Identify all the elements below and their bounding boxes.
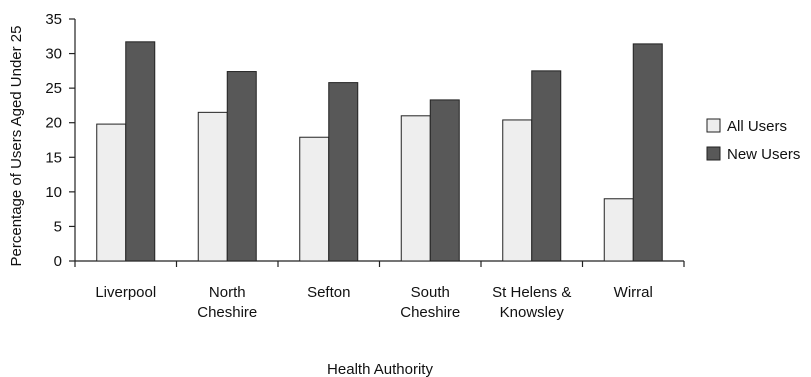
bar-new-users — [328, 82, 359, 262]
x-tick-labels: Liverpool North Cheshire Sefton South Cheshir… — [95, 284, 653, 321]
bar-all-users — [400, 115, 431, 262]
legend-swatch — [706, 118, 721, 133]
y-tick-label: 30 — [45, 46, 62, 63]
x-axis-title: Health Authority — [327, 361, 433, 377]
bar-all-users — [197, 111, 228, 262]
bar-new-users — [429, 99, 460, 262]
x-tick-label: Knowsley — [500, 304, 565, 321]
bar-all-users — [502, 119, 533, 262]
y-axis-title: Percentage of Users Aged Under 25 — [8, 26, 25, 267]
bar-new-users — [226, 71, 257, 262]
y-tick-label: 10 — [45, 184, 62, 201]
y-tick-label: 35 — [45, 11, 62, 28]
x-tick-label: St Helens & — [492, 284, 571, 301]
x-tick-label: Liverpool — [95, 284, 156, 301]
x-tick-label: Cheshire — [197, 304, 257, 321]
bar-all-users — [299, 136, 330, 262]
x-tick-label: Sefton — [307, 284, 350, 301]
y-tick-label: 5 — [54, 218, 62, 235]
legend-swatch — [706, 146, 721, 161]
legend-label: New Users — [727, 146, 800, 163]
bar-all-users — [603, 198, 634, 262]
legend-label: All Users — [727, 118, 787, 135]
bars — [96, 41, 663, 262]
y-tick-labels: 0 5 10 15 20 25 30 35 — [45, 11, 62, 270]
bar-new-users — [531, 70, 562, 262]
x-tick-label: Cheshire — [400, 304, 460, 321]
bar-all-users — [96, 123, 127, 262]
bar-new-users — [632, 43, 663, 262]
x-tick-label: South — [411, 284, 450, 301]
x-tick-label: Wirral — [614, 284, 653, 301]
x-tick-label: North — [209, 284, 246, 301]
legend: All Users New Users — [706, 118, 800, 163]
y-tick-label: 15 — [45, 149, 62, 166]
y-tick-label: 0 — [54, 253, 62, 270]
bar-new-users — [125, 41, 156, 262]
y-tick-label: 20 — [45, 115, 62, 132]
y-tick-label: 25 — [45, 80, 62, 97]
axes — [69, 18, 685, 267]
